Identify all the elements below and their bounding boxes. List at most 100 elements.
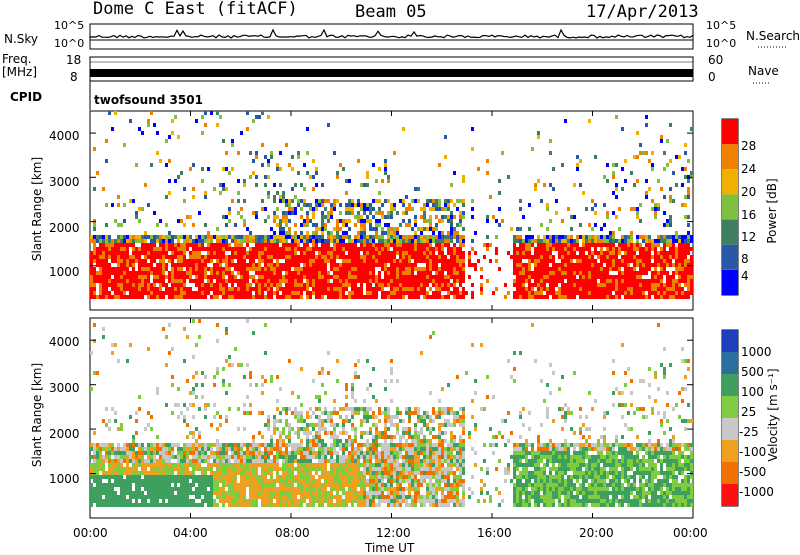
echo-cell: [324, 243, 327, 247]
echo-cell: [630, 271, 633, 275]
echo-cell: [117, 471, 120, 475]
echo-cell: [540, 263, 543, 267]
echo-cell: [120, 291, 123, 295]
echo-cell: [585, 247, 588, 251]
echo-cell: [126, 491, 129, 495]
echo-cell: [276, 491, 279, 495]
echo-cell: [360, 207, 363, 211]
echo-cell: [435, 243, 438, 247]
echo-cell: [255, 491, 258, 495]
echo-cell: [642, 235, 645, 239]
echo-cell: [567, 271, 570, 275]
echo-cell: [216, 487, 219, 491]
echo-cell: [135, 255, 138, 259]
echo-cell: [393, 247, 396, 251]
echo-cell: [222, 167, 225, 171]
echo-cell: [252, 459, 255, 463]
echo-cell: [141, 291, 144, 295]
echo-cell: [90, 291, 93, 295]
echo-cell: [384, 255, 387, 259]
echo-cell: [267, 283, 270, 287]
echo-cell: [309, 255, 312, 259]
echo-cell: [249, 255, 252, 259]
echo-cell: [213, 443, 216, 447]
echo-cell: [294, 283, 297, 287]
echo-cell: [351, 279, 354, 283]
echo-cell: [96, 279, 99, 283]
echo-cell: [291, 255, 294, 259]
echo-cell: [573, 287, 576, 291]
echo-cell: [177, 475, 180, 479]
echo-cell: [210, 483, 213, 487]
echo-cell: [237, 199, 240, 203]
echo-cell: [114, 419, 117, 423]
echo-cell: [675, 267, 678, 271]
echo-cell: [117, 203, 120, 207]
echo-cell: [222, 367, 225, 371]
echo-cell: [336, 291, 339, 295]
echo-cell: [636, 271, 639, 275]
echo-cell: [588, 295, 591, 299]
echo-cell: [441, 235, 444, 239]
echo-cell: [453, 263, 456, 267]
echo-cell: [117, 463, 120, 467]
echo-cell: [552, 235, 555, 239]
echo-cell: [249, 495, 252, 499]
echo-cell: [159, 271, 162, 275]
echo-cell: [270, 463, 273, 467]
echo-cell: [108, 503, 111, 507]
echo-cell: [309, 295, 312, 299]
echo-cell: [666, 279, 669, 283]
echo-cell: [231, 275, 234, 279]
echo-cell: [129, 455, 132, 459]
echo-cell: [501, 151, 504, 155]
echo-cell: [450, 219, 453, 223]
echo-cell: [687, 215, 690, 219]
echo-cell: [159, 159, 162, 163]
echo-cell: [315, 255, 318, 259]
echo-cell: [168, 239, 171, 243]
echo-cell: [225, 455, 228, 459]
echo-cell: [351, 263, 354, 267]
echo-cell: [630, 255, 633, 259]
echo-cell: [441, 251, 444, 255]
echo-cell: [276, 239, 279, 243]
echo-cell: [666, 291, 669, 295]
echo-cell: [513, 295, 516, 299]
echo-cell: [243, 295, 246, 299]
echo-cell: [549, 219, 552, 223]
echo-cell: [102, 475, 105, 479]
echo-cell: [606, 211, 609, 215]
echo-cell: [549, 291, 552, 295]
echo-cell: [183, 483, 186, 487]
echo-cell: [195, 467, 198, 471]
echo-cell: [171, 375, 174, 379]
echo-cell: [228, 255, 231, 259]
echo-cell: [198, 443, 201, 447]
echo-cell: [447, 243, 450, 247]
echo-cell: [111, 243, 114, 247]
echo-cell: [306, 263, 309, 267]
echo-cell: [690, 275, 693, 279]
echo-cell: [180, 451, 183, 455]
echo-cell: [435, 215, 438, 219]
echo-cell: [237, 463, 240, 467]
echo-cell: [420, 255, 423, 259]
echo-cell: [117, 259, 120, 263]
echo-cell: [108, 239, 111, 243]
echo-cell: [297, 479, 300, 483]
echo-cell: [354, 239, 357, 243]
echo-cell: [249, 275, 252, 279]
echo-cell: [564, 271, 567, 275]
echo-cell: [525, 271, 528, 275]
echo-cell: [144, 247, 147, 251]
echo-cell: [240, 271, 243, 275]
echo-cell: [567, 255, 570, 259]
echo-cell: [264, 423, 267, 427]
echo-cell: [351, 295, 354, 299]
echo-cell: [249, 503, 252, 507]
echo-cell: [354, 259, 357, 263]
echo-cell: [540, 223, 543, 227]
echo-cell: [408, 275, 411, 279]
echo-cell: [507, 175, 510, 179]
